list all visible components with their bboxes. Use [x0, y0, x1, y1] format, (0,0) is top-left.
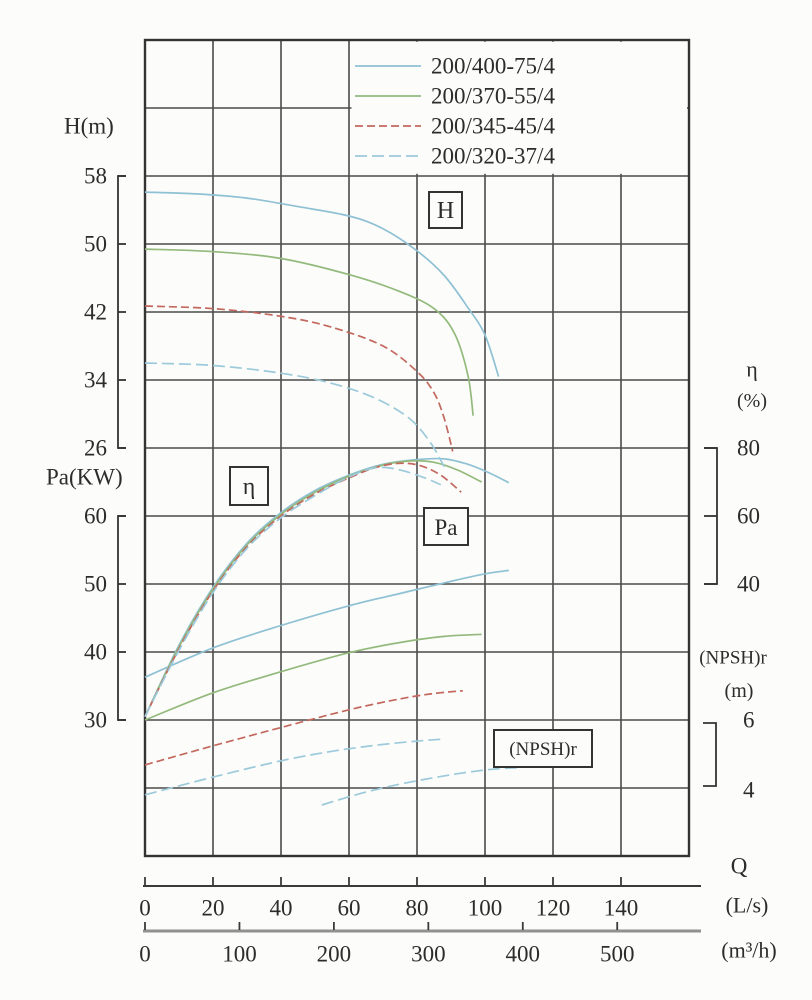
curve-head-200-345-45-4: [144, 305, 454, 452]
q-m3h-tick-label: 400: [506, 942, 541, 967]
q-m3h-unit: (m³/h): [721, 938, 776, 963]
curve-efficiency-200-345-45-4: [144, 462, 462, 717]
h-axis-title: H(m): [64, 114, 114, 139]
annotation-label-H: H: [437, 198, 454, 224]
legend-label: 200/370-55/4: [431, 84, 555, 109]
npsh-axis-unit: (m): [725, 680, 754, 702]
eta-axis-title: η: [746, 357, 758, 382]
curve-npsh: [321, 766, 520, 806]
eta-axis-tick-label: 60: [737, 504, 760, 529]
h-axis-tick-label: 26: [84, 436, 107, 461]
h-axis-tick-label: 58: [84, 164, 107, 189]
curve-power-200-400-75-4: [144, 569, 509, 678]
annotation-label-npsh: (NPSH)r: [509, 739, 577, 760]
q-lps-tick-label: 120: [536, 896, 571, 921]
legend-background: [351, 41, 687, 174]
plot-border: [143, 38, 691, 858]
q-lps-tick-label: 140: [604, 896, 639, 921]
q-m3h-tick-label: 300: [411, 942, 446, 967]
h-axis-tick-label: 34: [84, 368, 108, 393]
q-axis-name: Q: [731, 854, 748, 879]
pa-axis-title: Pa(KW): [46, 465, 123, 490]
q-m3h-tick-label: 0: [139, 942, 151, 967]
eta-axis-tick-label: 80: [737, 436, 760, 461]
q-lps-tick-label: 0: [139, 896, 151, 921]
annotation-box-Pa: [423, 507, 469, 546]
annotation-box-eta: [229, 466, 269, 506]
h-axis-tick-label: 50: [84, 232, 107, 257]
pa-axis-tick-label: 30: [84, 708, 107, 733]
q-m3h-tick-label: 500: [600, 942, 635, 967]
q-lps-unit: (L/s): [726, 893, 769, 918]
eta-axis-unit: (%): [737, 390, 767, 412]
annotation-label-Pa: Pa: [435, 515, 458, 540]
q-m3h-tick-label: 200: [317, 942, 352, 967]
curve-power-200-345-45-4: [144, 689, 463, 766]
annotation-box-npsh: [493, 729, 593, 768]
q-lps-tick-label: 20: [202, 896, 225, 921]
annotation-box-H: [428, 191, 463, 229]
curve-power-200-370-55-4: [144, 633, 482, 721]
q-lps-tick-label: 80: [406, 896, 429, 921]
q-lps-tick-label: 100: [468, 896, 503, 921]
h-axis-tick-label: 42: [84, 300, 107, 325]
npsh-axis-tick-label: 6: [743, 708, 755, 733]
curve-power-200-320-37-4: [144, 738, 445, 796]
curve-head-200-370-55-4: [144, 248, 474, 416]
legend-label: 200/320-37/4: [431, 144, 555, 169]
npsh-axis-tick-label: 4: [743, 778, 755, 803]
pa-axis-tick-label: 50: [84, 572, 107, 597]
curve-head-200-320-37-4: [144, 362, 445, 468]
legend-label: 200/400-75/4: [431, 54, 555, 79]
curve-efficiency-200-370-55-4: [144, 459, 482, 717]
curve-efficiency-200-400-75-4: [144, 457, 510, 717]
annotation-label-eta: η: [243, 474, 256, 500]
q-m3h-tick-label: 100: [222, 942, 257, 967]
pa-axis-tick-label: 40: [84, 640, 107, 665]
curve-efficiency-200-320-37-4: [144, 466, 442, 717]
curve-head-200-400-75-4: [144, 191, 500, 377]
npsh-axis-title: (NPSH)r: [699, 648, 767, 669]
eta-axis-tick-label: 40: [737, 572, 760, 597]
npsh-axis-bracket: [703, 722, 717, 787]
q-lps-tick-label: 60: [338, 896, 361, 921]
q-lps-tick-label: 40: [270, 896, 293, 921]
legend-label: 200/345-45/4: [431, 114, 555, 139]
pa-axis-tick-label: 60: [84, 504, 107, 529]
